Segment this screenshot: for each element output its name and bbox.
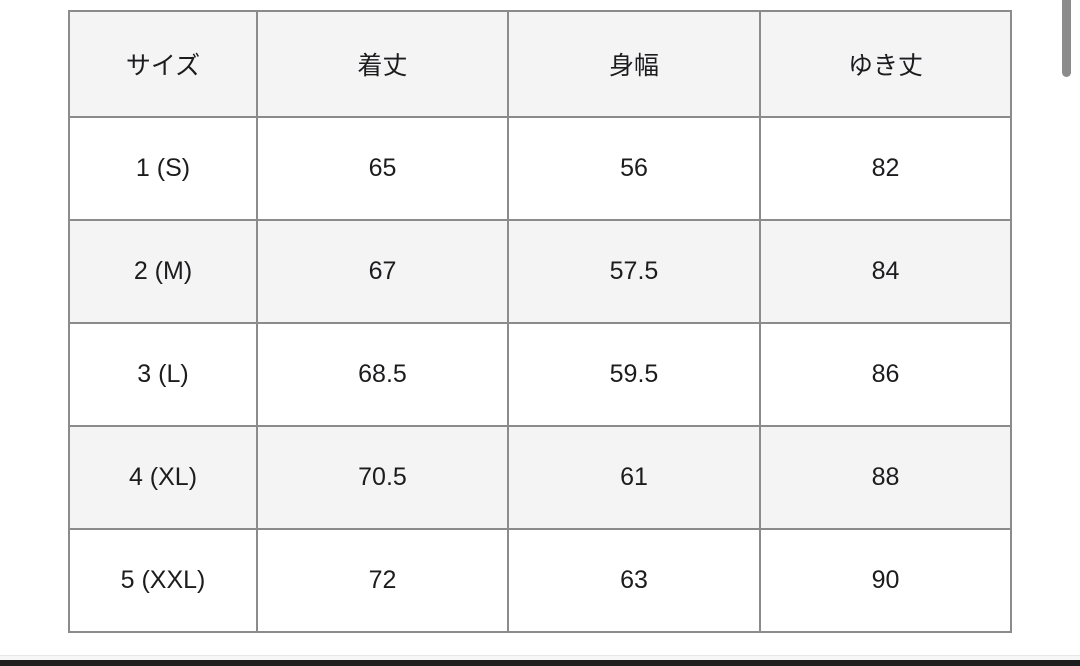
header-cell-size: サイズ xyxy=(68,10,258,118)
table-cell: 82 xyxy=(759,116,1012,221)
vertical-scrollbar-thumb[interactable] xyxy=(1062,0,1071,77)
size-chart-table: サイズ 着丈 身幅 ゆき丈 1 (S) 65 56 82 2 (M) 67 57… xyxy=(68,10,1012,633)
header-cell-sleeve-length: ゆき丈 xyxy=(759,10,1012,118)
header-cell-body-length: 着丈 xyxy=(256,10,509,118)
table-cell: 63 xyxy=(507,528,761,633)
table-cell: 68.5 xyxy=(256,322,509,427)
table-cell: 3 (L) xyxy=(68,322,258,427)
table-row: 2 (M) 67 57.5 84 xyxy=(68,219,1012,324)
table-row: 4 (XL) 70.5 61 88 xyxy=(68,425,1012,530)
header-row: サイズ 着丈 身幅 ゆき丈 xyxy=(68,10,1012,118)
table-cell: 86 xyxy=(759,322,1012,427)
table-cell: 1 (S) xyxy=(68,116,258,221)
table-cell: 57.5 xyxy=(507,219,761,324)
table-cell: 72 xyxy=(256,528,509,633)
size-chart: サイズ 着丈 身幅 ゆき丈 1 (S) 65 56 82 2 (M) 67 57… xyxy=(68,10,1012,633)
table-cell: 88 xyxy=(759,425,1012,530)
table-cell: 4 (XL) xyxy=(68,425,258,530)
table-cell: 61 xyxy=(507,425,761,530)
table-cell: 84 xyxy=(759,219,1012,324)
table-cell: 67 xyxy=(256,219,509,324)
table-cell: 59.5 xyxy=(507,322,761,427)
table-cell: 2 (M) xyxy=(68,219,258,324)
table-cell: 56 xyxy=(507,116,761,221)
table-row: 5 (XXL) 72 63 90 xyxy=(68,528,1012,633)
table-row: 3 (L) 68.5 59.5 86 xyxy=(68,322,1012,427)
table-row: 1 (S) 65 56 82 xyxy=(68,116,1012,221)
table-cell: 65 xyxy=(256,116,509,221)
table-cell: 90 xyxy=(759,528,1012,633)
table-cell: 5 (XXL) xyxy=(68,528,258,633)
table-cell: 70.5 xyxy=(256,425,509,530)
bottom-bar xyxy=(0,660,1080,666)
header-cell-body-width: 身幅 xyxy=(507,10,761,118)
